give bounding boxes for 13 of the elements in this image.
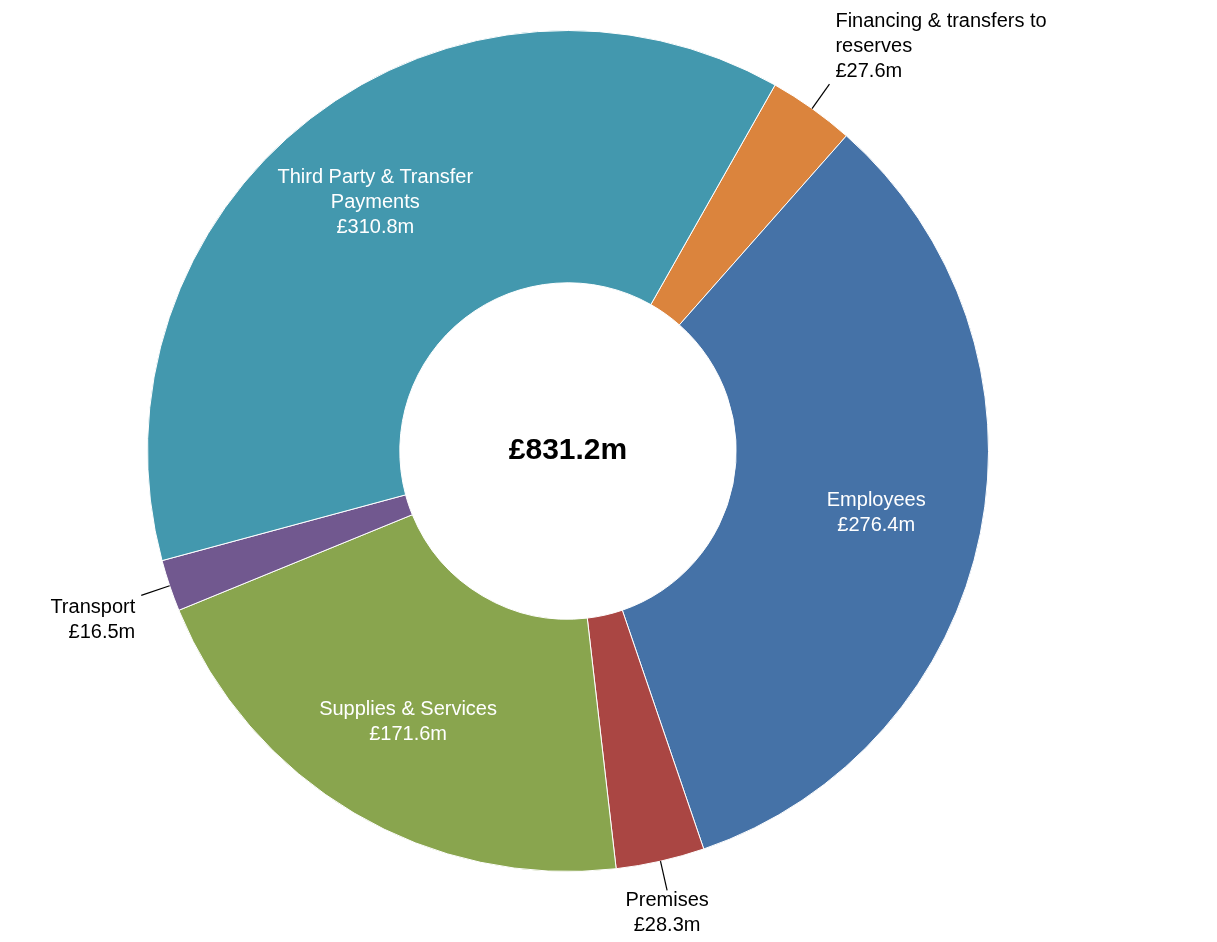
data-label: £16.5m [68, 620, 136, 643]
slice-label: Employees [826, 487, 926, 510]
slice-label: Supplies & Services [319, 696, 497, 719]
slice-label: Premises [625, 888, 709, 911]
slice-label: Financing & transfers to reserves [835, 9, 1047, 57]
slice-label: Third Party & Transfer Payments [277, 165, 474, 213]
slice-label: Transport [50, 595, 136, 618]
data-label: £310.8m [336, 215, 415, 238]
text: £831.2m [508, 432, 628, 466]
data-label: £27.6m [835, 59, 903, 82]
data-label: £28.3m [633, 913, 701, 936]
data-label: £276.4m [837, 512, 916, 535]
data-label: £171.6m [369, 721, 447, 744]
